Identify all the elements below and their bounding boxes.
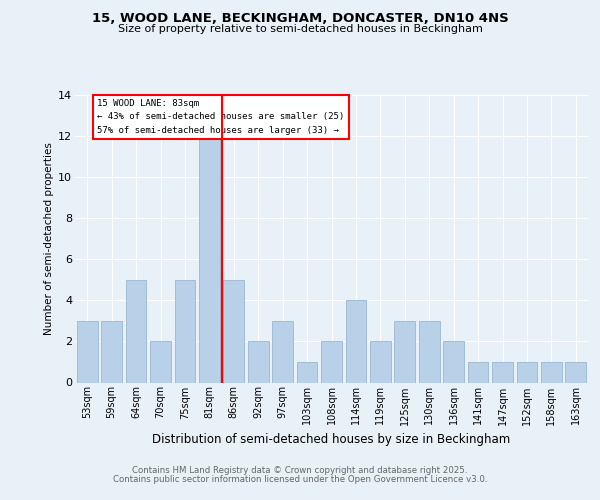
Bar (321, 342, 342, 382)
Bar (370, 342, 391, 382)
Bar (77, 321, 98, 382)
Bar (101, 321, 122, 382)
Text: 15, WOOD LANE, BECKINGHAM, DONCASTER, DN10 4NS: 15, WOOD LANE, BECKINGHAM, DONCASTER, DN… (92, 12, 508, 26)
Bar (467, 362, 488, 382)
Text: Contains HM Land Registry data © Crown copyright and database right 2025.: Contains HM Land Registry data © Crown c… (132, 466, 468, 475)
Bar (248, 342, 269, 382)
Bar (175, 280, 196, 382)
Bar (199, 136, 220, 382)
Bar (223, 280, 244, 382)
Bar (125, 280, 146, 382)
Bar (565, 362, 586, 382)
Bar (296, 362, 317, 382)
Bar (272, 321, 293, 382)
Bar (443, 342, 464, 382)
Bar (517, 362, 538, 382)
Text: Contains public sector information licensed under the Open Government Licence v3: Contains public sector information licen… (113, 475, 487, 484)
X-axis label: Distribution of semi-detached houses by size in Beckingham: Distribution of semi-detached houses by … (152, 433, 511, 446)
Bar (150, 342, 171, 382)
Bar (492, 362, 513, 382)
Text: Size of property relative to semi-detached houses in Beckingham: Size of property relative to semi-detach… (118, 24, 482, 34)
Bar (541, 362, 562, 382)
Bar (346, 300, 367, 382)
Bar (419, 321, 440, 382)
Text: 15 WOOD LANE: 83sqm
← 43% of semi-detached houses are smaller (25)
57% of semi-d: 15 WOOD LANE: 83sqm ← 43% of semi-detach… (97, 99, 345, 134)
Bar (394, 321, 415, 382)
Y-axis label: Number of semi-detached properties: Number of semi-detached properties (44, 142, 54, 335)
